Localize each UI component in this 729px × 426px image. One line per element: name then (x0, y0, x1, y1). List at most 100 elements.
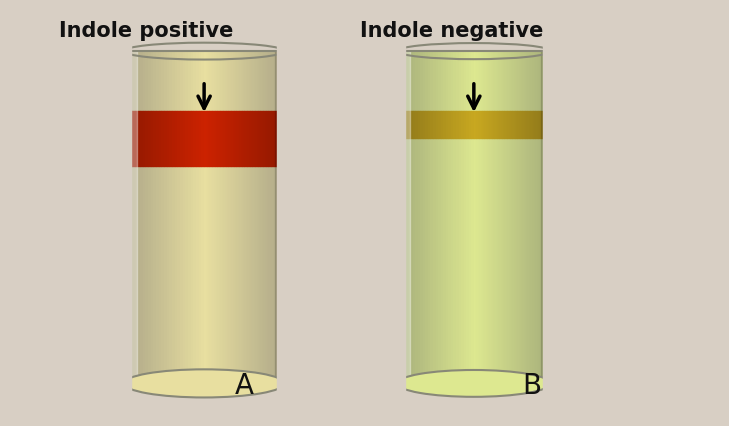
Bar (540, 51, 542, 383)
Bar (172, 51, 175, 383)
Bar (196, 51, 199, 383)
Bar (522, 111, 525, 138)
Bar (167, 51, 169, 383)
Bar (410, 111, 413, 138)
Bar (271, 111, 273, 166)
Bar (159, 111, 161, 166)
Bar (277, 30, 321, 405)
Bar (201, 111, 204, 166)
Bar (233, 111, 236, 166)
Bar (397, 51, 410, 383)
Bar (453, 51, 456, 383)
Bar (538, 111, 540, 138)
Bar (477, 111, 479, 138)
Bar (545, 111, 547, 138)
Bar (196, 111, 199, 166)
Bar (423, 111, 426, 138)
Bar (532, 51, 535, 383)
Bar (183, 111, 185, 166)
Bar (479, 111, 481, 138)
Bar (252, 51, 255, 383)
Bar (528, 51, 530, 383)
Bar (188, 111, 191, 166)
Bar (397, 111, 399, 138)
Bar (140, 51, 143, 383)
Bar (541, 51, 550, 383)
Text: A: A (235, 372, 254, 400)
Bar (416, 111, 418, 138)
Bar (191, 111, 193, 166)
Bar (281, 51, 284, 383)
Bar (129, 111, 132, 166)
Bar (137, 51, 140, 383)
Bar (484, 111, 487, 138)
Bar (399, 51, 402, 383)
Bar (151, 51, 153, 383)
Bar (255, 111, 257, 166)
Bar (456, 51, 459, 383)
Bar (281, 111, 284, 166)
Bar (477, 51, 479, 383)
Bar (515, 111, 517, 138)
Bar (515, 51, 517, 383)
Bar (420, 51, 423, 383)
Bar (193, 51, 196, 383)
Bar (399, 111, 402, 138)
Bar (410, 51, 413, 383)
Bar (397, 51, 550, 383)
Bar (255, 51, 257, 383)
Bar (420, 111, 423, 138)
Bar (413, 111, 416, 138)
Bar (233, 51, 236, 383)
Bar (482, 111, 484, 138)
Bar (260, 111, 263, 166)
Bar (279, 51, 281, 383)
Bar (223, 51, 225, 383)
Ellipse shape (124, 369, 284, 397)
Ellipse shape (397, 370, 550, 397)
Bar (129, 51, 132, 383)
Bar (239, 111, 241, 166)
Bar (132, 51, 135, 383)
Bar (156, 111, 159, 166)
Bar (135, 111, 137, 166)
Bar (538, 51, 540, 383)
Bar (440, 51, 443, 383)
Bar (494, 51, 497, 383)
Bar (153, 111, 156, 166)
Bar (416, 51, 418, 383)
Bar (469, 111, 471, 138)
Bar (185, 111, 188, 166)
Bar (510, 111, 512, 138)
Bar (433, 51, 436, 383)
Bar (405, 111, 408, 138)
Bar (413, 51, 416, 383)
Bar (177, 51, 180, 383)
Bar (209, 111, 212, 166)
Bar (201, 51, 204, 383)
Bar (486, 111, 489, 138)
Bar (231, 111, 233, 166)
Bar (408, 51, 410, 383)
Bar (448, 51, 451, 383)
Bar (423, 51, 426, 383)
Bar (135, 51, 137, 383)
Bar (433, 111, 436, 138)
Bar (231, 51, 233, 383)
Bar (241, 111, 244, 166)
Bar (148, 51, 151, 383)
Bar (145, 111, 148, 166)
Bar (471, 111, 474, 138)
Bar (164, 111, 167, 166)
Bar (236, 111, 239, 166)
Bar (199, 111, 201, 166)
Bar (512, 111, 515, 138)
Bar (124, 51, 137, 383)
Bar (124, 51, 127, 383)
Bar (169, 51, 172, 383)
Bar (492, 111, 494, 138)
Bar (474, 111, 477, 138)
Bar (228, 51, 231, 383)
Bar (159, 51, 161, 383)
Bar (151, 111, 153, 166)
